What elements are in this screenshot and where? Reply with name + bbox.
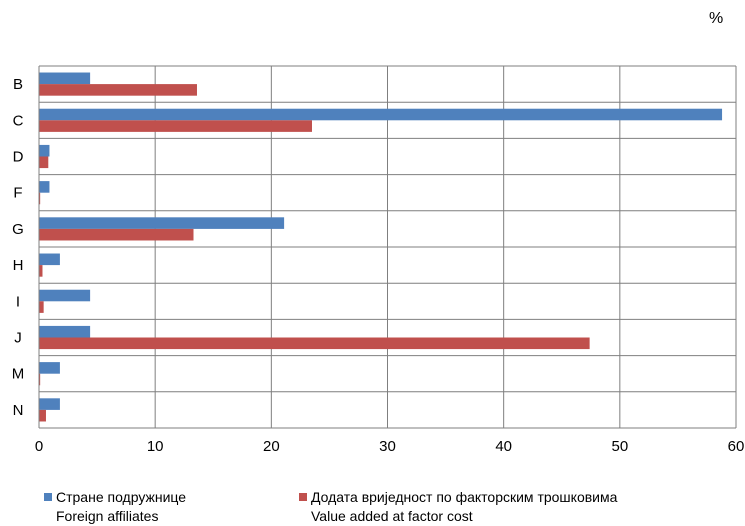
x-tick-label: 60	[728, 438, 745, 455]
bar-i-series-1	[39, 289, 91, 302]
y-tick-label: N	[13, 402, 24, 419]
bars	[39, 72, 723, 422]
legend-label-en: Foreign affiliates	[56, 508, 159, 524]
y-tick-label: G	[12, 221, 24, 238]
bar-h-series-2	[39, 265, 43, 277]
bar-b-series-1	[39, 72, 91, 85]
y-tick-label: B	[13, 76, 23, 93]
bar-c-series-1	[39, 108, 723, 121]
x-tick-label: 10	[147, 438, 164, 455]
x-tick-label: 40	[495, 438, 512, 455]
bar-m-series-1	[39, 362, 60, 374]
bar-m-series-2	[39, 373, 41, 386]
bar-i-series-2	[39, 301, 44, 313]
bar-f-series-2	[39, 192, 41, 205]
y-tick-label: C	[13, 112, 24, 129]
bar-c-series-2	[39, 120, 312, 132]
gridlines	[39, 65, 737, 429]
legend-label: Додата вриједност по факторским трошкови…	[311, 489, 618, 505]
y-tick-label: F	[13, 185, 22, 202]
legend-entry-value-added: Додата вриједност по факторским трошкови…	[299, 488, 617, 526]
bar-n-series-2	[39, 409, 46, 422]
bar-h-series-1	[39, 253, 60, 266]
bar-j-series-1	[39, 325, 91, 338]
x-tick-label: 30	[379, 438, 396, 455]
x-tick-label: 20	[263, 438, 280, 455]
bar-g-series-1	[39, 217, 285, 229]
legend-swatch-red	[299, 493, 307, 501]
y-tick-label: M	[12, 366, 25, 383]
legend-swatch-blue	[44, 493, 52, 501]
bar-f-series-1	[39, 181, 50, 193]
bar-j-series-2	[39, 337, 590, 350]
axes: 0 10 20 30 40 50 60 B C D F G H I J M N	[12, 66, 745, 455]
legend-label: Стране подружнице	[56, 489, 187, 505]
y-tick-label: D	[13, 149, 24, 166]
bar-d-series-1	[39, 144, 50, 157]
x-tick-label: 50	[611, 438, 628, 455]
y-tick-label: J	[14, 330, 22, 347]
unit-label: %	[709, 10, 724, 27]
bar-g-series-2	[39, 228, 194, 241]
bar-b-series-2	[39, 84, 197, 96]
legend-label-en: Value added at factor cost	[311, 508, 473, 524]
bar-n-series-1	[39, 398, 60, 410]
x-tick-label: 0	[35, 438, 43, 455]
y-tick-label: H	[13, 257, 24, 274]
legend-entry-foreign-affiliates: Стране подружнице Foreign affiliates	[44, 488, 186, 526]
y-tick-label: I	[16, 293, 20, 310]
bar-d-series-2	[39, 156, 49, 169]
